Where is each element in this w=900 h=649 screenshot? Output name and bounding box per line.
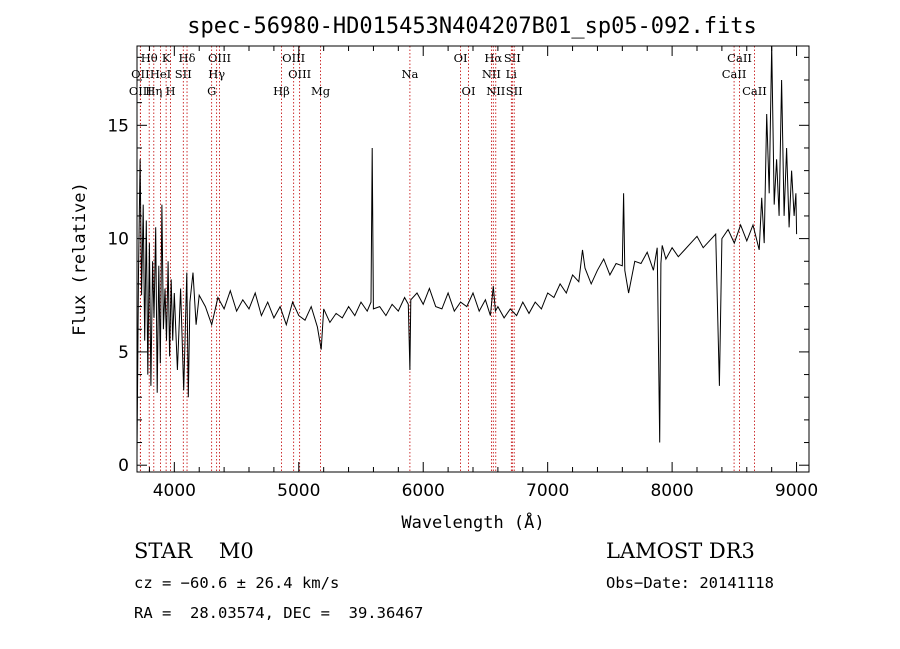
y-tick-label: 10 — [107, 230, 129, 250]
spectral-line-label: OIII — [208, 51, 231, 65]
spectral-line-label: K — [162, 51, 171, 65]
spectral-line-label: Hδ — [179, 51, 196, 65]
spectrum-layer — [136, 45, 798, 454]
spectral-line-label: SII — [506, 84, 523, 98]
observation-date: Obs−Date: 20141118 — [606, 574, 774, 592]
spectral-line-label: Hθ — [141, 51, 158, 65]
spectral-line-label: OI — [454, 51, 468, 65]
spectral-line-label: NII — [486, 84, 505, 98]
spectral-line-label: OIII — [129, 84, 152, 98]
plot-frame — [136, 45, 810, 473]
spectral-line-label: OIII — [288, 67, 311, 81]
spectral-line-label: H — [165, 84, 175, 98]
spectral-line-label: CaII — [742, 84, 767, 98]
x-tick-label: 8000 — [650, 481, 693, 501]
coordinates-readout: RA = 28.03574, DEC = 39.36467 — [134, 604, 424, 622]
spectral-line-label: OI — [462, 84, 476, 98]
spectral-line-label: Na — [401, 67, 418, 81]
spectral-line-label: NII — [482, 67, 501, 81]
x-tick-label: 7000 — [526, 481, 569, 501]
spectral-line-label: Hη — [145, 84, 162, 98]
spectral-line-label: Mg — [311, 84, 331, 98]
y-axis-label: Flux (relative) — [70, 182, 90, 336]
x-tick-label: 5000 — [277, 481, 320, 501]
spectral-line-label: Hβ — [273, 84, 290, 98]
y-tick-label: 0 — [118, 456, 129, 476]
survey-name: LAMOST DR3 — [606, 539, 755, 563]
x-axis-label: Wavelength (Å) — [401, 511, 544, 533]
spectral-line-label: SII — [175, 67, 192, 81]
spectral-line-label: Li — [506, 67, 518, 81]
y-tick-label: 5 — [118, 343, 129, 363]
spectral-line-label: HeI — [150, 67, 171, 81]
x-tick-label: 6000 — [402, 481, 445, 501]
spectral-line-label: SII — [504, 51, 521, 65]
spectrum-series-line — [136, 45, 798, 454]
spectral-line-label: CaII — [722, 67, 747, 81]
y-tick-label: 15 — [107, 116, 129, 136]
spectral-line-label: OIII — [282, 51, 305, 65]
spectral-line-label: Hγ — [208, 67, 225, 81]
x-tick-label: 4000 — [153, 481, 196, 501]
object-class: STAR M0 — [134, 539, 254, 563]
spectral-line-label: Hα — [484, 51, 502, 65]
axis-ticks: 4000 5000 6000 7000 8000 9000 0 5 10 15 — [107, 46, 818, 501]
chart-title: spec-56980-HD015453N404207B01_sp05-092.f… — [187, 14, 757, 39]
spectral-line-label: CaII — [727, 51, 752, 65]
spectral-line-label: G — [207, 84, 216, 98]
x-tick-label: 9000 — [775, 481, 818, 501]
redshift-readout: cz = −60.6 ± 26.4 km/s — [134, 574, 340, 592]
